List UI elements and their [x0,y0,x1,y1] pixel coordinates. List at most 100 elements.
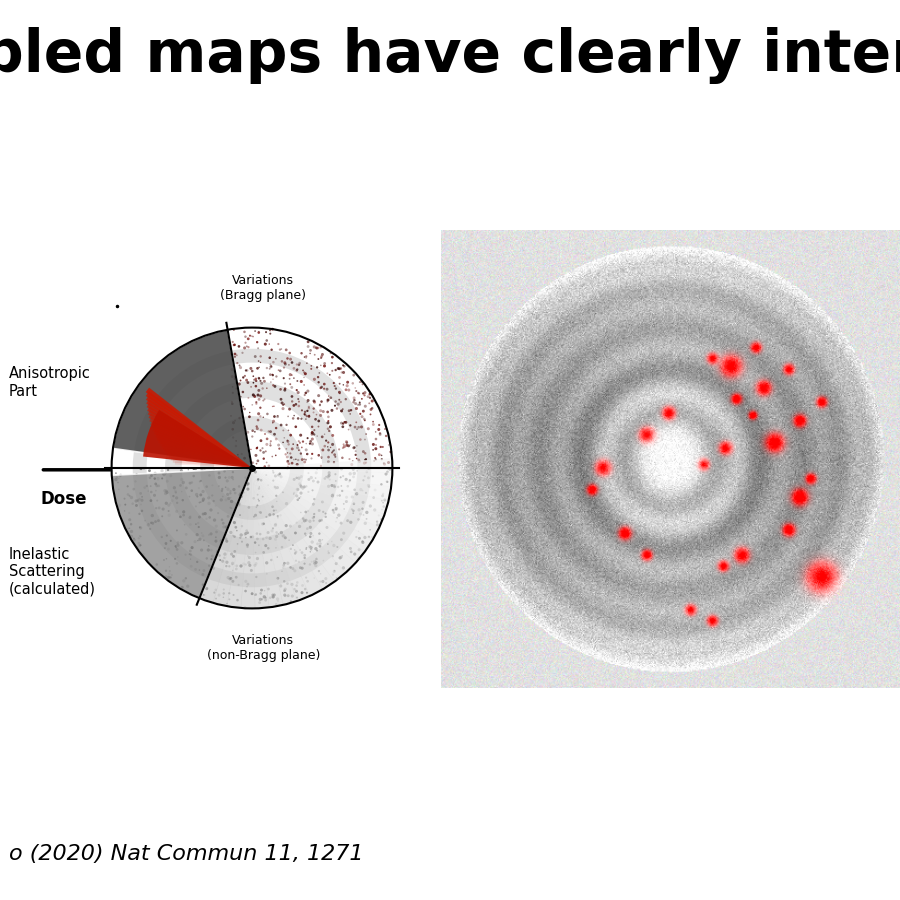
Point [212,466,226,481]
Point [130,499,144,513]
Point [358,446,373,461]
Point [250,440,265,454]
Point [247,491,261,506]
Point [110,470,124,484]
Point [302,400,316,414]
Point [261,478,275,492]
Point [135,493,149,508]
Point [345,490,359,504]
Point [245,398,259,412]
Point [240,537,255,552]
Point [134,498,148,512]
Point [158,563,173,578]
Point [342,474,356,489]
Point [372,508,386,523]
Point [337,561,351,575]
Point [252,596,266,610]
Point [288,526,302,540]
Point [183,509,197,524]
Point [152,500,166,515]
Point [259,555,274,570]
Point [232,497,247,511]
Point [287,409,302,423]
Point [246,424,260,438]
Point [363,391,377,405]
Point [289,419,303,434]
Point [298,388,312,402]
Point [240,364,255,378]
Point [191,534,205,548]
Point [298,408,312,422]
Point [367,503,382,517]
Point [356,495,370,509]
Point [130,467,144,482]
Point [318,439,332,454]
Point [230,536,245,551]
Point [375,440,390,454]
Point [240,477,255,491]
Point [202,468,217,482]
Point [310,475,325,490]
Wedge shape [146,395,252,468]
Point [190,527,204,542]
Point [251,473,266,488]
Point [314,459,328,473]
Point [222,471,237,485]
Point [307,423,321,437]
Point [231,496,246,510]
Point [357,530,372,544]
Point [376,456,391,471]
Point [176,475,191,490]
Point [209,499,223,513]
Point [268,469,283,483]
Point [332,370,347,384]
Point [284,561,298,575]
Point [368,482,382,497]
Point [226,549,240,563]
Point [310,463,324,477]
Point [196,493,211,508]
Point [279,442,293,456]
Point [311,419,326,434]
Point [310,341,324,356]
Point [225,369,239,383]
Point [151,479,166,493]
Point [310,360,324,374]
Point [219,471,233,485]
Point [313,381,328,395]
Point [209,534,223,548]
Point [326,437,340,452]
Point [112,472,126,486]
Point [331,397,346,411]
Point [352,543,366,557]
Point [334,533,348,547]
Point [340,379,355,393]
Point [269,526,284,540]
Text: Dose: Dose [40,491,87,508]
Point [359,512,374,526]
Point [328,498,343,512]
Point [143,471,157,485]
Point [217,551,231,565]
Point [328,467,343,482]
Point [303,526,318,541]
Point [149,557,164,572]
Wedge shape [154,430,252,468]
Wedge shape [240,468,256,608]
Point [325,350,339,365]
Point [284,380,299,394]
Point [135,490,149,504]
Point [224,409,238,423]
Point [292,357,306,372]
Point [285,442,300,456]
Point [260,407,274,421]
Point [346,454,360,468]
Point [239,524,254,538]
Point [338,392,353,407]
Point [362,530,376,544]
Point [284,352,298,366]
Point [194,488,208,502]
Point [290,489,304,503]
Point [372,418,386,432]
Point [313,397,328,411]
